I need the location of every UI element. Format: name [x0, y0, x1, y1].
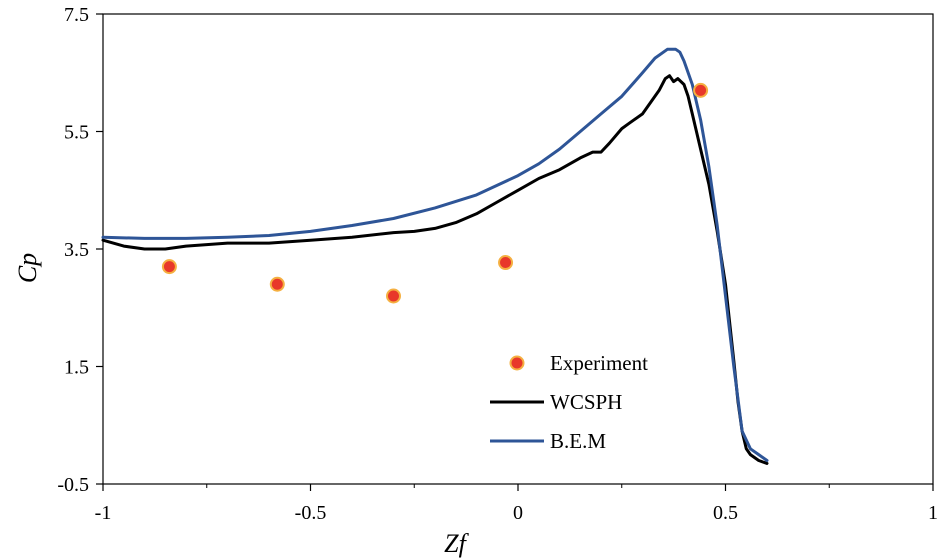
axis-ticks: -1 -0.5 0 0.5 1 -0.5 1.5 3.5 5.5 7.5 [57, 4, 938, 524]
legend: Experiment WCSPH B.E.M [490, 351, 648, 453]
y-tick-label: 3.5 [64, 239, 89, 261]
plot-border [102, 13, 934, 485]
legend-label-wcsph: WCSPH [550, 390, 622, 414]
experiment-point [161, 259, 177, 275]
y-tick-label: 7.5 [64, 4, 89, 26]
y-axis-title: Cp [13, 253, 42, 283]
y-tick-label: 1.5 [64, 357, 89, 379]
series-line-wcsph [101, 74, 769, 465]
series-layer [101, 47, 769, 465]
x-tick-label: -1 [95, 502, 112, 524]
y-tick-label: 5.5 [64, 122, 89, 144]
experiment-point [693, 82, 709, 98]
x-tick-label: -0.5 [295, 502, 327, 524]
legend-label-b-e-m: B.E.M [550, 429, 606, 453]
legend-marker-experiment [509, 355, 525, 371]
legend-label-experiment: Experiment [550, 351, 648, 375]
experiment-point [269, 276, 285, 292]
series-line-b-e-m [101, 47, 769, 462]
x-tick-label: 1 [928, 502, 938, 524]
x-tick-label: 0 [513, 502, 523, 524]
experiment-point [386, 288, 401, 304]
y-tick-label: -0.5 [57, 474, 89, 496]
plot-area [102, 13, 934, 485]
x-tick-label: 0.5 [713, 502, 738, 524]
x-axis-title: Zf [444, 529, 469, 558]
experiment-point [498, 255, 514, 271]
